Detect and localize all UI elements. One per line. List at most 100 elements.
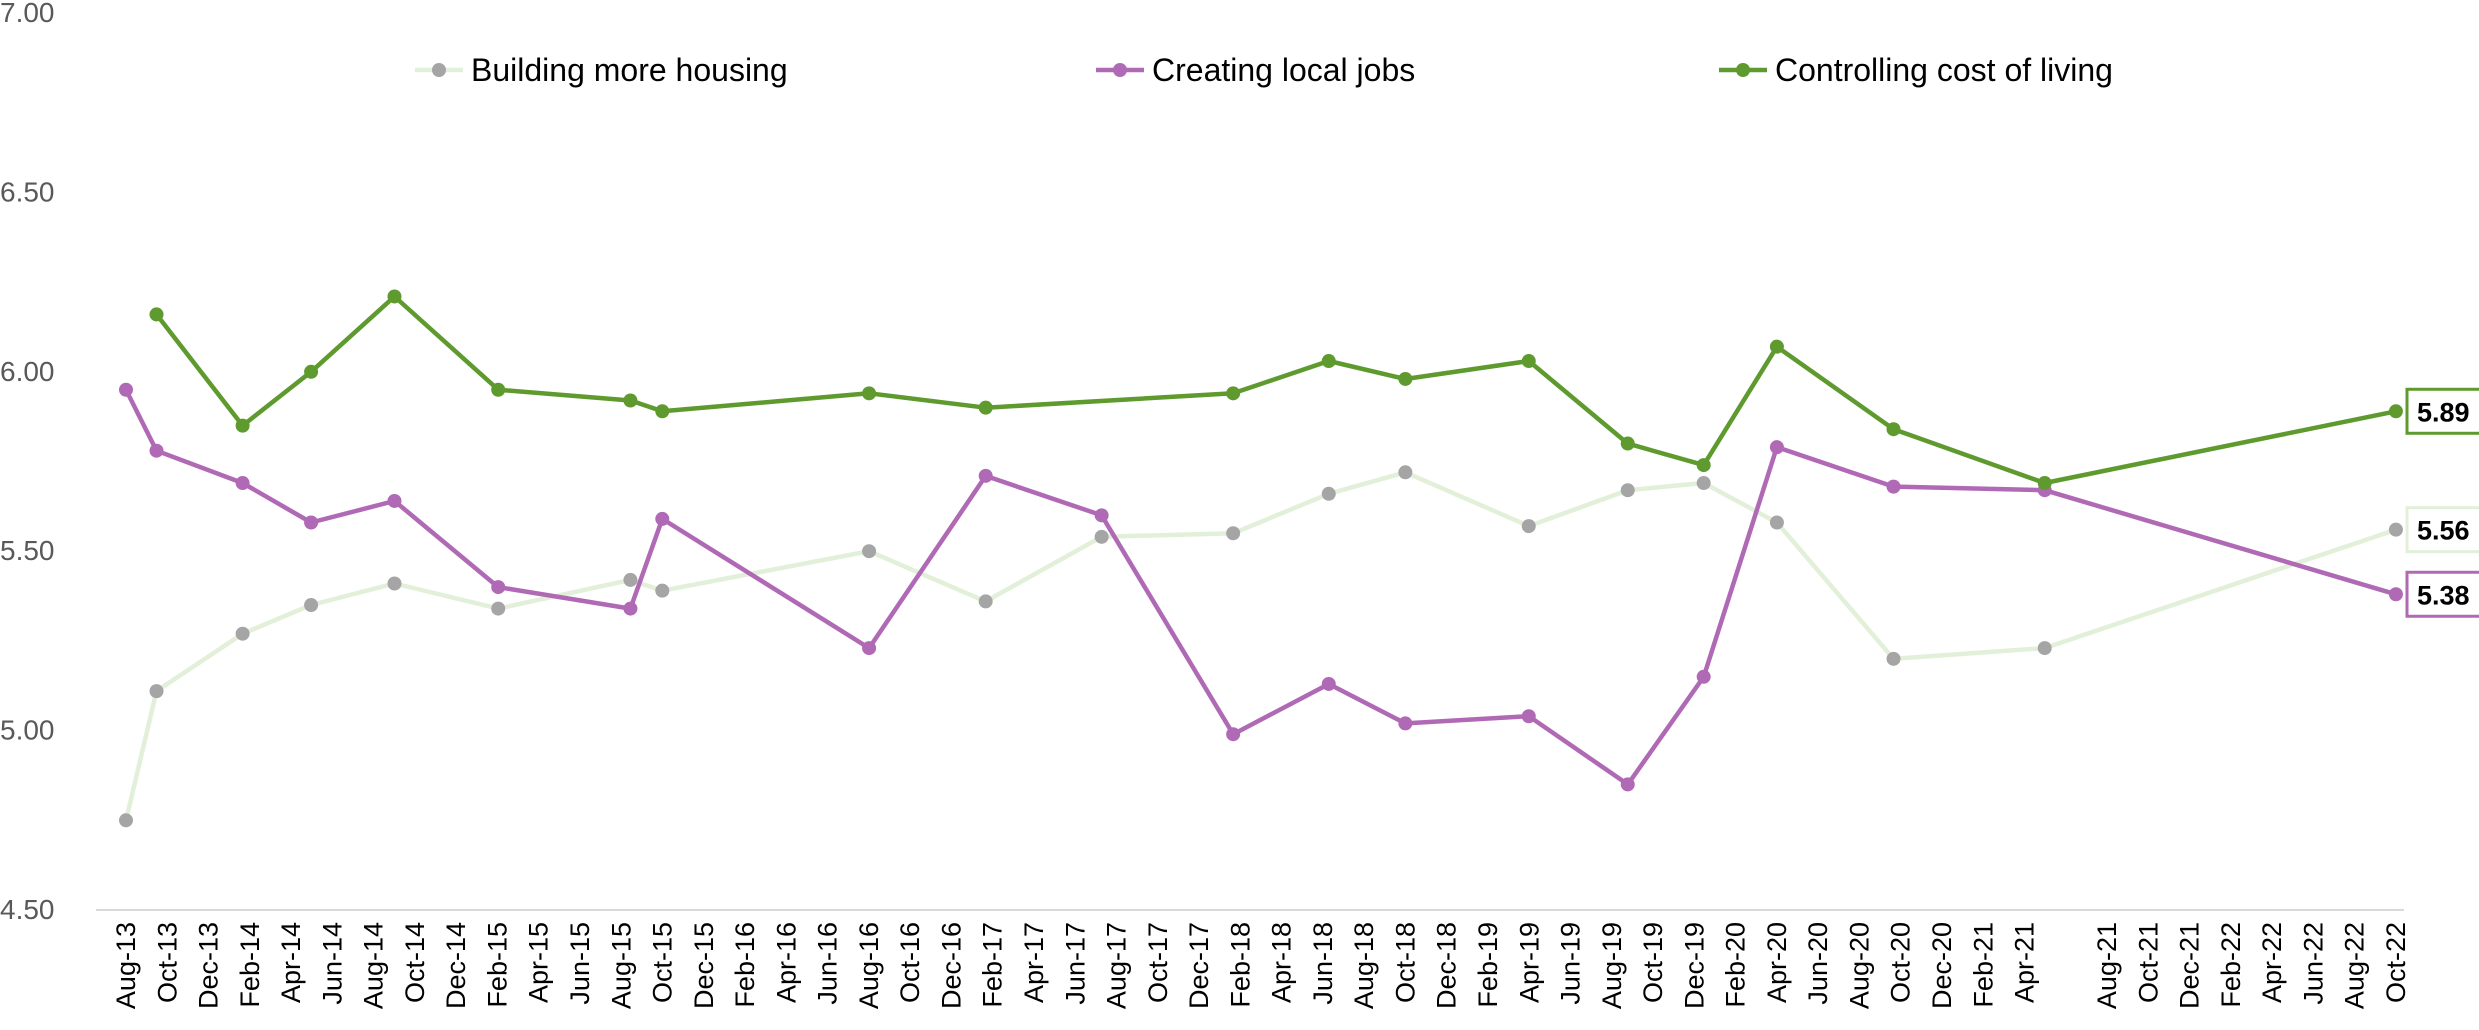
x-tick-label: Dec-19 [1679, 922, 1709, 1009]
y-tick-label: 6.00 [0, 356, 55, 387]
data-point [387, 289, 402, 304]
data-point [655, 583, 670, 598]
series-controlling-cost-of-living [149, 289, 2403, 491]
data-point [623, 572, 638, 587]
data-point [491, 601, 506, 616]
data-point [623, 601, 638, 616]
series-creating-local-jobs [119, 382, 2403, 792]
data-point [491, 580, 506, 595]
legend: Building more housing Creating local jobs… [415, 52, 2113, 88]
data-point [1321, 486, 1336, 501]
data-point [235, 418, 250, 433]
x-tick-label: Jun-19 [1556, 922, 1586, 1005]
data-point [1886, 422, 1901, 437]
x-tick-label: Feb-19 [1473, 922, 1503, 1008]
data-point [1226, 727, 1241, 742]
data-point [149, 443, 164, 458]
data-point [2037, 476, 2052, 491]
series-building-more-housing [119, 465, 2403, 828]
data-point [1769, 515, 1784, 530]
x-tick-label: Dec-21 [2175, 922, 2205, 1009]
x-tick-label: Aug-21 [2092, 922, 2122, 1009]
x-tick-label: Apr-20 [1762, 922, 1792, 1003]
data-point [2388, 587, 2403, 602]
y-tick-label: 5.50 [0, 535, 55, 566]
x-tick-label: Dec-13 [194, 922, 224, 1009]
end-label: 5.89 [2417, 397, 2470, 427]
data-point [862, 544, 877, 559]
x-tick-label: Aug-22 [2340, 922, 2370, 1009]
data-point [655, 404, 670, 419]
x-tick-label: Feb-15 [482, 922, 512, 1008]
plot-area [119, 289, 2403, 828]
data-point [1696, 476, 1711, 491]
x-tick-label: Oct-14 [400, 922, 430, 1003]
x-tick-label: Jun-17 [1060, 922, 1090, 1005]
x-tick-label: Jun-18 [1308, 922, 1338, 1005]
data-point [862, 386, 877, 401]
data-point [149, 684, 164, 699]
data-point [2037, 641, 2052, 656]
legend-marker [432, 63, 446, 77]
x-tick-label: Apr-21 [2010, 922, 2040, 1003]
data-point [1398, 465, 1413, 480]
x-tick-label: Dec-18 [1432, 922, 1462, 1009]
x-tick-label: Dec-20 [1927, 922, 1957, 1009]
legend-item: Controlling cost of living [1719, 52, 2113, 88]
x-tick-label: Aug-16 [854, 922, 884, 1009]
data-point [387, 493, 402, 508]
x-tick-label: Feb-18 [1225, 922, 1255, 1008]
x-tick-label: Dec-17 [1184, 922, 1214, 1009]
end-label-box [2405, 506, 2479, 554]
x-tick-label: Aug-13 [111, 922, 141, 1009]
x-tick-label: Aug-20 [1844, 922, 1874, 1009]
data-point [1521, 709, 1536, 724]
data-point [1226, 386, 1241, 401]
legend-label: Creating local jobs [1152, 52, 1415, 88]
x-tick-label: Apr-22 [2257, 922, 2287, 1003]
x-tick-label: Dec-16 [936, 922, 966, 1009]
data-point [1620, 483, 1635, 498]
x-tick-label: Feb-22 [2216, 922, 2246, 1008]
data-point [119, 813, 133, 828]
series-line [123, 470, 2397, 821]
end-labels: 5.56 5.38 5.89 [2405, 387, 2479, 618]
x-tick-label: Aug-19 [1597, 922, 1627, 1009]
x-tick-label: Feb-21 [1968, 922, 1998, 1008]
y-tick-label: 7.00 [0, 0, 55, 28]
y-axis: 4.50 5.00 5.50 6.00 6.50 7.00 [0, 0, 55, 925]
x-tick-label: Aug-17 [1102, 922, 1132, 1009]
x-tick-label: Aug-14 [359, 922, 389, 1009]
data-point [235, 626, 250, 641]
x-tick-label: Dec-14 [441, 922, 471, 1009]
data-point [978, 594, 993, 609]
x-tick-label: Apr-17 [1019, 922, 1049, 1003]
end-label-box [2405, 570, 2479, 618]
data-point [304, 598, 319, 613]
data-point [2388, 404, 2403, 419]
x-tick-label: Apr-14 [276, 922, 306, 1003]
data-point [1521, 354, 1536, 369]
y-tick-label: 5.00 [0, 715, 55, 746]
data-point [1886, 479, 1901, 494]
data-point [1620, 777, 1635, 792]
data-point [1094, 508, 1109, 523]
data-point [1321, 676, 1336, 691]
data-point [119, 382, 133, 397]
data-point [862, 641, 877, 656]
data-point [1521, 519, 1536, 534]
x-tick-label: Apr-19 [1514, 922, 1544, 1003]
end-label: 5.56 [2417, 516, 2470, 546]
data-point [304, 364, 319, 379]
data-point [1769, 339, 1784, 354]
data-point [1769, 440, 1784, 455]
x-tick-label: Feb-17 [978, 922, 1008, 1008]
data-point [1398, 716, 1413, 731]
data-point [304, 515, 319, 530]
end-label: 5.38 [2417, 580, 2470, 610]
data-point [623, 393, 638, 408]
data-point [1886, 651, 1901, 666]
x-tick-label: Oct-15 [648, 922, 678, 1003]
x-tick-label: Aug-15 [606, 922, 636, 1009]
